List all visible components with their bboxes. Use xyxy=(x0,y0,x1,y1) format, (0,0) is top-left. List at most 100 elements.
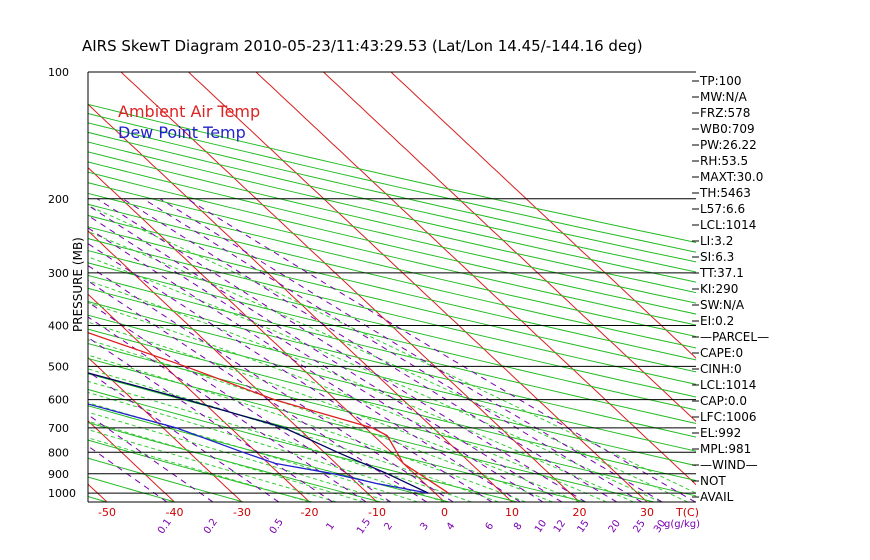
index-label: LI:3.2 xyxy=(700,234,733,248)
moist-adiabat-line xyxy=(88,321,580,502)
mixing-ratio-label: 0.1 xyxy=(156,517,174,536)
index-label: PW:26.22 xyxy=(700,138,757,152)
mixing-ratio-label: 2 xyxy=(382,521,395,533)
index-label: L57:6.6 xyxy=(700,202,745,216)
sounding-profiles xyxy=(88,331,449,494)
profile-dew-point-temp xyxy=(88,403,429,494)
dry-adiabat-line xyxy=(88,113,696,253)
index-label: MAXT:30.0 xyxy=(700,170,763,184)
dry-adiabat-line xyxy=(88,274,696,424)
mixing-ratio-label: 20 xyxy=(607,518,623,535)
dry-adiabat-line xyxy=(88,287,696,438)
pressure-tick-label: 200 xyxy=(48,193,69,206)
moist-adiabat-line xyxy=(88,205,696,494)
dry-adiabat-line xyxy=(88,262,696,411)
dry-adiabat-line xyxy=(88,388,518,502)
dry-adiabat-line xyxy=(88,314,696,467)
pressure-tick-label: 900 xyxy=(48,468,69,481)
index-label: TH:5463 xyxy=(699,186,751,200)
mixing-ratio-line xyxy=(88,301,392,502)
mixing-ratio-line xyxy=(88,280,428,502)
bottom-temp-axis: -50 -40 -30 -20 -10 0 10 20 30 xyxy=(98,506,654,519)
dry-adiabat-line xyxy=(88,103,696,243)
mixing-ratio-label: 10 xyxy=(533,518,549,535)
dry-adiabat-line xyxy=(88,171,696,315)
legend-ambient-air-temp: Ambient Air Temp xyxy=(118,102,260,121)
legend: Ambient Air Temp Dew Point Temp xyxy=(118,102,260,142)
temp-unit-label: T(C) xyxy=(675,506,699,519)
profile-unlabeled-2 xyxy=(88,372,429,494)
mixing-ratio-line xyxy=(88,243,493,502)
mixing-ratio-line xyxy=(88,336,334,502)
pressure-tick-label: 300 xyxy=(48,267,69,280)
index-label: TP:100 xyxy=(699,74,742,88)
index-label: EL:992 xyxy=(700,426,741,440)
mixing-ratio-label: 1 xyxy=(324,521,337,533)
mixing-unit-label: g(g/kg) xyxy=(664,519,700,530)
index-label: SI:6.3 xyxy=(700,250,734,264)
bottom-temp-tick-label: 20 xyxy=(573,506,587,519)
index-label: FRZ:578 xyxy=(700,106,750,120)
dry-adiabat-line xyxy=(88,238,696,385)
pressure-tick-label: 800 xyxy=(48,446,69,459)
index-label: CAP:0.0 xyxy=(700,394,747,408)
mixing-ratio-label: 6 xyxy=(484,521,497,533)
plot-frame xyxy=(87,71,696,503)
mixing-ratio-line xyxy=(88,370,280,502)
dry-adiabat-line xyxy=(88,203,696,349)
mixing-ratio-axis: 0.1 0.2 0.5 1 1.5 2 3 4 6 8 10 12 15 20 25 30 xyxy=(156,517,669,536)
pressure-tick-label: 700 xyxy=(48,422,69,435)
index-label: KI:290 xyxy=(700,282,738,296)
dry-adiabat-line xyxy=(88,161,696,304)
chart-title: AIRS SkewT Diagram 2010-05-23/11:43:29.5… xyxy=(82,37,643,55)
dry-adiabat-line xyxy=(88,122,696,263)
dry-adiabat-line xyxy=(88,328,696,482)
mixing-ratio-label: 25 xyxy=(631,518,647,535)
mixing-ratio-label: 0.2 xyxy=(202,517,220,536)
isotherm-line xyxy=(323,72,696,423)
dry-adiabat-lines xyxy=(0,72,696,502)
index-label: MW:N/A xyxy=(700,90,748,104)
legend-dew-point-temp: Dew Point Temp xyxy=(118,123,246,142)
isotherm-line xyxy=(88,356,243,502)
profile-ambient-air-temp xyxy=(88,331,449,494)
pressure-tick-label: 100 xyxy=(48,66,69,79)
index-label: EI:0.2 xyxy=(700,314,734,328)
mixing-ratio-lines xyxy=(88,198,696,502)
dry-adiabat-line xyxy=(88,214,696,361)
index-label: —WIND— xyxy=(700,458,758,472)
dry-adiabat-line xyxy=(88,151,696,294)
dry-adiabat-line xyxy=(88,300,696,452)
index-label: LCL:1014 xyxy=(700,378,756,392)
mixing-ratio-label: 0.5 xyxy=(268,517,286,536)
dry-adiabat-line xyxy=(88,182,696,326)
dry-adiabat-line xyxy=(88,405,450,502)
moist-adiabat-line xyxy=(88,437,310,502)
index-label: TT:37.1 xyxy=(699,266,744,280)
index-label: —PARCEL— xyxy=(700,330,769,344)
mixing-ratio-line xyxy=(88,316,367,502)
sounding-indices-panel: TP:100 MW:N/A FRZ:578 WB0:709 PW:26.22 RH:53.… xyxy=(692,74,769,504)
mixing-ratio-line xyxy=(88,265,454,502)
mixing-ratio-label: 15 xyxy=(575,518,591,535)
mixing-ratio-line xyxy=(88,214,544,502)
dry-adiabat-line xyxy=(88,250,696,398)
isobar-lines xyxy=(88,72,696,494)
dry-adiabat-line xyxy=(0,72,38,502)
index-label: SW:N/A xyxy=(700,298,745,312)
mixing-ratio-line xyxy=(88,227,521,502)
moist-adiabat-line xyxy=(88,230,688,502)
dry-adiabat-line xyxy=(88,357,655,502)
isotherm-line xyxy=(0,72,40,502)
dry-adiabat-line xyxy=(88,226,696,373)
plot-area xyxy=(88,72,696,502)
pressure-tick-label: 600 xyxy=(48,394,69,407)
index-label: CAPE:0 xyxy=(700,346,743,360)
mixing-ratio-label: 12 xyxy=(552,518,568,535)
mixing-ratio-label: 3 xyxy=(418,521,431,533)
index-label: MPL:981 xyxy=(700,442,751,456)
bottom-temp-tick-label: -20 xyxy=(301,506,319,519)
dry-adiabat-line xyxy=(88,141,696,283)
dry-adiabat-line xyxy=(88,422,381,502)
